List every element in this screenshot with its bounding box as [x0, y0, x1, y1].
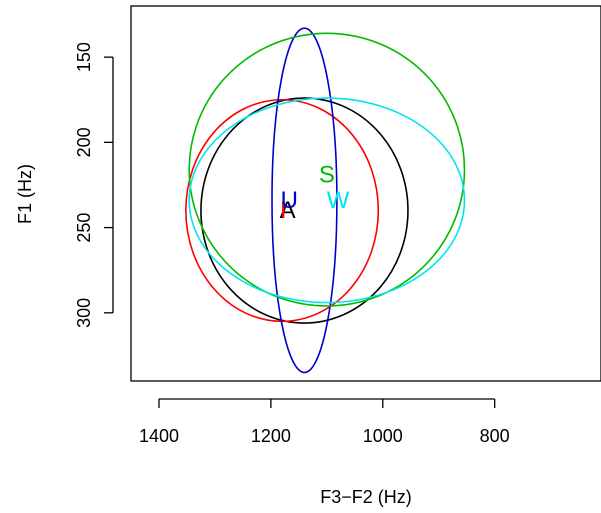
ellipse-s — [188, 32, 466, 307]
x-tick-label: 800 — [480, 426, 510, 446]
y-tick-label: 250 — [74, 213, 94, 243]
x-axis-label: F3−F2 (Hz) — [320, 487, 412, 507]
series-label-a: A — [280, 197, 296, 224]
y-axis-label: F1 (Hz) — [15, 164, 35, 224]
x-tick-label: 1000 — [363, 426, 403, 446]
plot-box — [130, 5, 601, 382]
series-label-i: I — [280, 197, 287, 224]
ellipse-w — [188, 97, 466, 304]
x-tick-label: 1400 — [139, 426, 179, 446]
x-tick-label: 1200 — [251, 426, 291, 446]
y-axis: 150 200 250 300 — [74, 42, 114, 328]
y-tick-label: 300 — [74, 298, 94, 328]
x-axis: 1400 1200 1000 800 — [139, 398, 510, 446]
series-label-w: W — [327, 187, 350, 214]
series-label-u: U — [281, 187, 298, 214]
y-tick-label: 200 — [74, 127, 94, 157]
ellipse-u — [271, 27, 338, 374]
ellipses — [185, 27, 466, 374]
y-tick-label: 150 — [74, 42, 94, 72]
series-label-s: S — [319, 161, 335, 188]
ellipse-a — [200, 97, 409, 324]
